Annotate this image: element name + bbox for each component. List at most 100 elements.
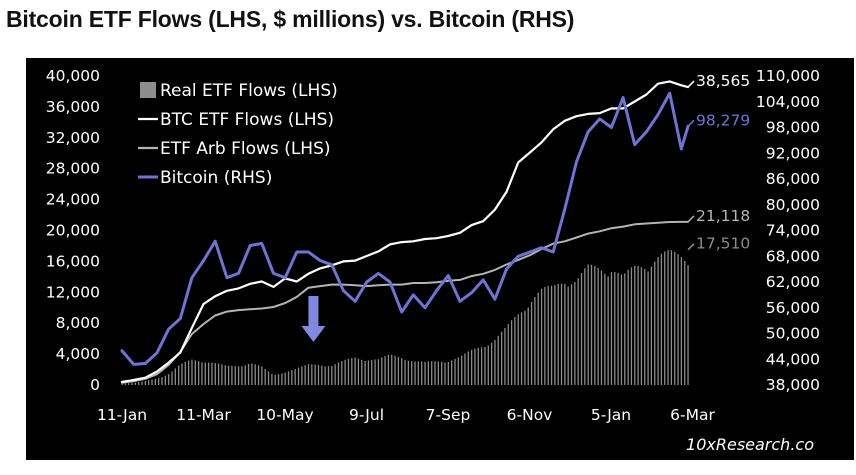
real-etf-flow-bar	[211, 362, 213, 385]
real-etf-flow-bar	[674, 251, 676, 385]
real-etf-flow-bar	[267, 371, 270, 385]
real-etf-flow-bar	[630, 267, 633, 385]
real-etf-flow-bar	[610, 272, 613, 385]
real-etf-flow-bar	[144, 381, 147, 385]
real-etf-flow-bar	[257, 365, 260, 385]
real-etf-flow-bar	[331, 366, 333, 385]
real-etf-flow-bar	[141, 381, 143, 385]
y-right-tick-label: 80,000	[766, 196, 820, 214]
real-etf-flow-bar	[447, 361, 449, 385]
real-etf-flow-bar	[324, 366, 326, 385]
real-etf-flow-bar	[637, 266, 639, 385]
y-right-tick-label: 104,000	[756, 93, 820, 111]
real-etf-flow-bar	[557, 284, 559, 385]
arb-end-label: 21,118	[696, 207, 750, 225]
bitcoin-series-line	[120, 91, 690, 366]
real-etf-flow-bar	[364, 360, 366, 385]
real-etf-flow-bar	[537, 292, 539, 385]
real-etf-flow-bar	[517, 314, 519, 385]
real-etf-flow-bar	[434, 361, 436, 385]
real-etf-flow-bar	[291, 370, 293, 385]
real-etf-flow-bar	[131, 382, 133, 385]
real-etf-flow-bar	[640, 267, 643, 385]
real-etf-flow-bar	[374, 359, 376, 385]
real-etf-flow-bar	[277, 374, 280, 385]
real-etf-flow-bar	[437, 361, 439, 385]
real-etf-flow-bar	[384, 356, 386, 385]
real-etf-flow-bar	[357, 358, 360, 385]
real-etf-flow-bar	[158, 378, 160, 385]
real-etf-flow-bar	[187, 360, 190, 385]
real-etf-flow-bar	[281, 373, 283, 385]
real-etf-flow-bar	[464, 353, 466, 385]
x-tick-label: 9-Jul	[349, 406, 384, 424]
legend-label-real: Real ETF Flows (LHS)	[160, 81, 338, 101]
real-etf-flow-bar	[234, 366, 236, 385]
real-etf-flow-bar	[534, 297, 536, 385]
real-etf-flow-bar	[397, 356, 400, 385]
bitcoin-end-label: 98,279	[696, 111, 750, 129]
real-etf-flow-bar	[287, 371, 290, 385]
y-right-tick-label: 44,000	[766, 350, 820, 368]
real-etf-flow-bar	[577, 278, 579, 385]
y-left-tick-label: 36,000	[46, 98, 100, 116]
real-etf-flow-bar	[547, 285, 549, 385]
axes: 40,000 36,000 32,000 28,000 24,000 20,000 16,0…	[46, 67, 820, 424]
real-etf-flow-bar	[670, 250, 673, 385]
real-etf-flow-bar	[664, 251, 666, 385]
real-etf-flow-bar	[164, 375, 166, 385]
real-etf-flow-bar	[654, 261, 656, 385]
real-etf-flow-bar	[161, 377, 163, 385]
real-etf-flow-bar	[224, 365, 226, 385]
real-etf-flow-bar	[431, 361, 433, 385]
real-etf-flow-bar	[427, 361, 430, 385]
legend-swatch-real	[140, 82, 156, 98]
legend: Real ETF Flows (LHS) BTC ETF Flows (LHS) E…	[138, 81, 338, 188]
real-etf-flow-bar	[171, 371, 173, 385]
real-etf-flow-bar	[584, 268, 586, 385]
legend-label-arb: ETF Arb Flows (LHS)	[160, 139, 331, 159]
y-right-tick-label: 110,000	[756, 67, 820, 85]
y-right-tick-label: 38,000	[766, 376, 820, 394]
real-etf-flow-bar	[684, 260, 686, 385]
real-etf-flow-bar	[201, 362, 203, 385]
y-left-tick-label: 0	[90, 376, 100, 394]
y-right-tick-label: 62,000	[766, 273, 820, 291]
real-etf-flow-bar	[677, 254, 679, 385]
real-etf-flow-bar	[597, 267, 599, 385]
real-etf-flow-bar	[404, 360, 406, 385]
real-etf-flow-bar	[191, 359, 193, 385]
y-left-tick-label: 8,000	[56, 314, 100, 332]
arb-series-line	[121, 220, 689, 384]
arb-end-connector	[687, 215, 695, 223]
real-etf-flow-bar	[461, 355, 463, 385]
y-right-tick-label: 74,000	[766, 222, 820, 240]
real-etf-flow-bar	[274, 374, 276, 385]
real-etf-flow-bar	[520, 312, 523, 385]
real-etf-flow-bar	[600, 270, 603, 385]
real-etf-flow-bar	[607, 276, 609, 385]
real-etf-flow-bar	[644, 268, 646, 385]
real-etf-flow-bar	[181, 363, 183, 385]
annotation-arrow-group	[301, 296, 326, 342]
real-etf-flow-bar	[301, 366, 303, 385]
y-left-tick-label: 24,000	[46, 191, 100, 209]
end-labels: 38,565 98,279 21,118 17,510	[687, 72, 750, 253]
real-etf-flow-bar	[587, 264, 589, 385]
real-etf-flow-bar	[254, 364, 256, 385]
real-etf-flow-bar	[407, 360, 410, 385]
real-etf-flow-bar	[451, 360, 453, 385]
real-etf-flow-bar	[371, 359, 373, 385]
real-etf-flow-bar	[504, 328, 506, 385]
real-etf-flow-bar	[284, 372, 286, 385]
legend-label-btc: BTC ETF Flows (LHS)	[160, 110, 334, 130]
real-etf-flow-bar	[590, 264, 593, 385]
real-etf-flow-bar	[441, 361, 443, 385]
real-etf-flow-bar	[347, 358, 350, 385]
y-right-tick-label: 92,000	[766, 144, 820, 162]
x-tick-label: 10-May	[256, 406, 313, 424]
real-etf-flow-bar	[667, 250, 669, 385]
etf-flows-chart: Real ETF Flows (LHS) BTC ETF Flows (LHS) E…	[46, 67, 820, 454]
real-etf-flow-bar	[394, 355, 396, 385]
real-etf-flow-bar	[421, 361, 423, 385]
